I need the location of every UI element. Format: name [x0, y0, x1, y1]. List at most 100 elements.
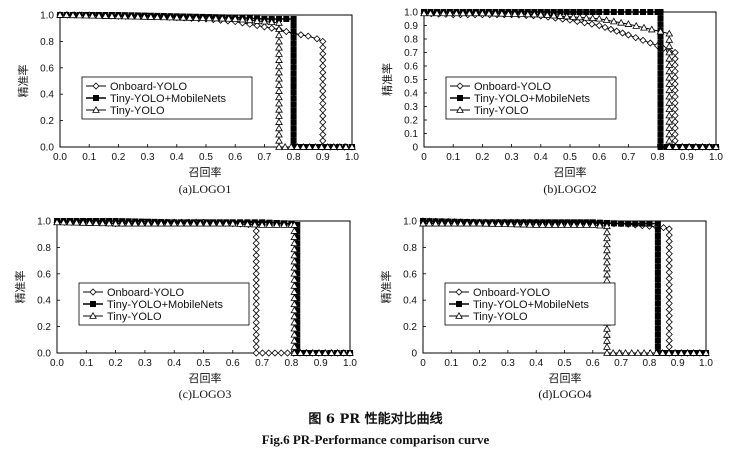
data-point: [665, 262, 673, 270]
data-point: [153, 13, 162, 21]
data-point: [603, 9, 610, 15]
data-point: [665, 330, 673, 338]
data-point: [671, 80, 679, 88]
y-tick-label: 0.8: [37, 243, 51, 254]
data-point: [639, 36, 647, 44]
data-point: [665, 92, 674, 100]
data-point: [319, 75, 327, 83]
data-point: [252, 312, 260, 320]
data-point: [647, 25, 656, 33]
data-point: [602, 16, 611, 23]
data-point: [665, 130, 674, 138]
data-point: [671, 48, 679, 57]
data-point: [488, 219, 497, 227]
data-point: [551, 220, 559, 228]
data-point: [88, 11, 97, 19]
x-tick-label: 0.6: [228, 152, 242, 163]
data-point: [419, 219, 427, 227]
y-tick-label: 0.7: [404, 48, 418, 59]
data-point: [133, 12, 142, 20]
data-point: [657, 101, 664, 108]
y-tick-label: 0.1: [404, 129, 418, 140]
data-point: [621, 348, 630, 356]
data-point: [294, 228, 301, 235]
data-point: [317, 142, 326, 150]
data-point: [176, 219, 185, 227]
data-point: [556, 12, 565, 19]
data-point: [456, 219, 465, 227]
data-point: [252, 233, 260, 241]
data-point: [632, 34, 640, 42]
x-tick-label: 0.6: [586, 358, 600, 369]
data-point: [236, 219, 245, 227]
data-point: [290, 28, 297, 35]
x-tick-label: 0.1: [82, 152, 96, 163]
data-point: [665, 105, 674, 112]
data-point: [290, 52, 297, 59]
data-point: [224, 14, 233, 22]
data-point: [101, 12, 110, 19]
figure-caption-en: Fig.6 PR-Performance comparison curve: [261, 432, 490, 447]
legend-label: Onboard-YOLO: [473, 287, 550, 299]
data-point: [294, 240, 301, 247]
data-point: [654, 251, 661, 258]
data-point: [654, 325, 661, 332]
data-point: [146, 13, 155, 20]
data-point: [465, 9, 474, 17]
y-tick-label: 0.6: [404, 62, 418, 73]
data-point: [346, 348, 354, 356]
data-point: [265, 349, 273, 357]
x-tick-label: 0.9: [680, 152, 694, 163]
data-point: [459, 9, 467, 17]
legend-label: Tiny-YOLO: [107, 311, 162, 323]
data-point: [654, 269, 661, 276]
data-point: [290, 113, 297, 120]
data-point: [260, 23, 268, 31]
data-point: [532, 220, 541, 228]
data-point: [304, 32, 312, 40]
data-point: [290, 89, 297, 96]
data-point: [72, 218, 81, 226]
x-tick-label: 0.4: [170, 152, 184, 163]
data-point: [632, 9, 639, 15]
legend-label: Tiny-YOLO+MobileNets: [110, 93, 227, 105]
data-point: [290, 107, 297, 114]
data-point: [253, 21, 261, 30]
data-point: [444, 219, 453, 227]
data-point: [665, 86, 674, 94]
data-point: [665, 281, 673, 289]
data-point: [252, 264, 260, 272]
data-point: [294, 301, 301, 308]
data-point: [557, 9, 564, 15]
data-point: [319, 68, 327, 77]
data-point: [665, 225, 673, 233]
x-tick-label: 0.7: [614, 358, 628, 369]
data-point: [601, 23, 609, 31]
data-point: [144, 219, 153, 227]
data-point: [705, 142, 714, 150]
data-point: [282, 27, 290, 36]
x-tick-label: 0.7: [621, 152, 635, 163]
data-point: [294, 337, 301, 344]
x-tick-label: 0.5: [558, 358, 572, 369]
data-point: [166, 13, 175, 21]
data-point: [665, 274, 673, 283]
x-tick-label: 0.4: [529, 358, 543, 369]
data-point: [607, 25, 615, 33]
data-point: [665, 243, 673, 252]
data-point: [671, 105, 679, 113]
data-point: [348, 142, 356, 150]
data-point: [79, 218, 87, 226]
data-point: [639, 220, 646, 227]
data-point: [654, 245, 661, 252]
data-point: [62, 11, 71, 18]
data-point: [549, 11, 558, 19]
data-point: [665, 136, 674, 144]
data-point: [702, 348, 710, 356]
x-tick-label: 0.6: [592, 152, 606, 163]
data-point: [657, 94, 664, 101]
legend-label: Tiny-YOLO: [110, 105, 165, 117]
data-point: [665, 293, 673, 301]
data-point: [654, 282, 661, 289]
data-point: [280, 220, 288, 228]
